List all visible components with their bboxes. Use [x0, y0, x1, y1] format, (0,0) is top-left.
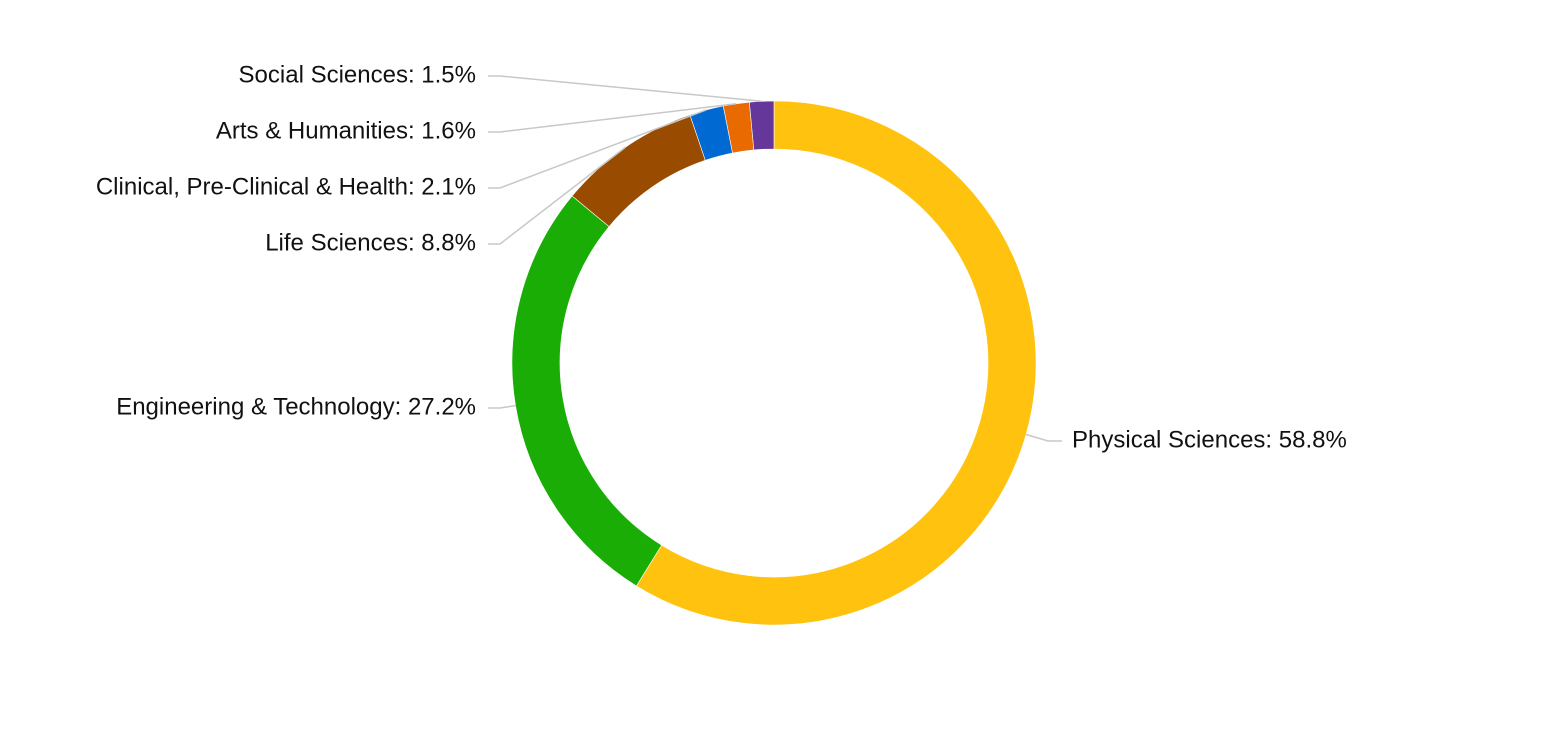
- slice-label-engineering-and-technology: Engineering & Technology: 27.2%: [116, 393, 476, 420]
- slice-social-sciences[interactable]: [749, 100, 775, 151]
- slice-label-physical-sciences: Physical Sciences: 58.8%: [1072, 426, 1347, 453]
- slice-label-arts-and-humanities: Arts & Humanities: 1.6%: [216, 117, 476, 144]
- slice-label-social-sciences: Social Sciences: 1.5%: [239, 61, 476, 88]
- slices-group: [511, 100, 1037, 626]
- leader-lines-group: [488, 75, 1062, 442]
- slice-life-sciences[interactable]: [571, 114, 706, 228]
- slice-label-clinical-pre-clinical-and-health: Clinical, Pre-Clinical & Health: 2.1%: [96, 173, 476, 200]
- slice-engineering-and-technology[interactable]: [511, 195, 663, 587]
- slice-label-life-sciences: Life Sciences: 8.8%: [265, 229, 476, 256]
- leader-line-arts-and-humanities: [488, 102, 737, 133]
- slice-physical-sciences[interactable]: [635, 100, 1037, 626]
- leader-line-physical-sciences: [1025, 433, 1062, 442]
- leader-line-life-sciences: [488, 146, 626, 245]
- leader-line-engineering-and-technology: [488, 404, 516, 409]
- slice-labels-group: Physical Sciences: 58.8% Engineering & Te…: [96, 61, 1347, 453]
- leader-line-clinical-pre-clinical-and-health: [488, 109, 707, 189]
- leader-line-social-sciences: [488, 75, 762, 103]
